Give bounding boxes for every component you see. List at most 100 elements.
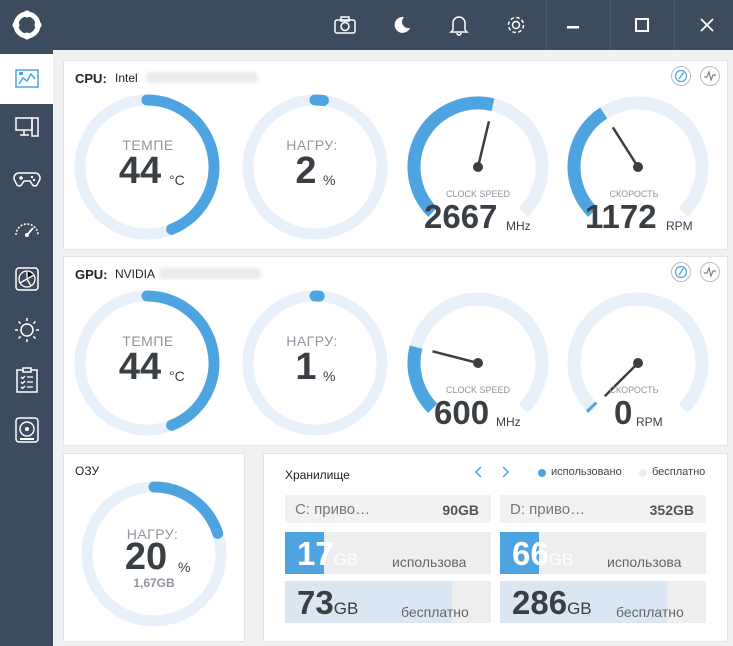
graph-view-button[interactable]: [700, 66, 720, 86]
graph-view-button[interactable]: [700, 262, 720, 282]
camera-icon[interactable]: [325, 0, 365, 50]
drive-d-total: 352GB: [649, 502, 694, 518]
gauge-icon: [674, 69, 688, 83]
gpu-clock-unit: MHz: [496, 415, 521, 429]
bell-icon[interactable]: [439, 0, 479, 50]
ram-load-value: 20: [124, 536, 168, 578]
gpu-temp-label: ТЕМПЕ: [122, 333, 174, 349]
sidebar-item-dashboard[interactable]: [0, 54, 53, 104]
cpu-clock-value: 2667: [424, 198, 498, 235]
drive-c-header: C: приво… 90GB: [285, 495, 491, 523]
cpu-fan-unit: RPM: [666, 219, 693, 233]
cpu-model-redacted: [146, 72, 258, 83]
cpu-load-unit: %: [323, 172, 336, 188]
cpu-temp-unit: °C: [169, 172, 185, 188]
gear-icon[interactable]: [496, 0, 536, 50]
titlebar-separator: [674, 0, 675, 50]
gpu-fan-label: СКОРОСТЬ: [609, 385, 659, 395]
drive-d-used-value: 66GB: [512, 535, 574, 572]
gpu-brand: NVIDIA: [115, 267, 156, 281]
moon-icon[interactable]: [382, 0, 422, 50]
drive-c-name: C: приво…: [295, 501, 371, 518]
drive-d-free-value: 286GB: [512, 584, 592, 621]
drive-d-free-label: бесплатно: [616, 604, 684, 620]
gpu-fan-dial: [567, 292, 709, 413]
sidebar-item-fan[interactable]: [0, 254, 53, 304]
drive-c-used-label: использова: [392, 554, 467, 570]
cpu-card: CPU: Intel: [63, 60, 728, 250]
gpu-load-ring: [242, 290, 388, 436]
drive-d-used-fill: [500, 532, 540, 574]
drive-d-used-bar: 66GB использова: [500, 532, 706, 574]
legend-used-dot: [538, 469, 546, 477]
gpu-load-value: 1: [295, 346, 317, 388]
cpu-fan-dial: [567, 96, 709, 217]
ram-load-unit: %: [178, 559, 191, 575]
gauge-view-button[interactable]: [671, 66, 691, 86]
clipboard-icon: [15, 367, 38, 393]
prev-button[interactable]: [470, 463, 488, 481]
gpu-model-redacted: [159, 268, 261, 279]
maximize-icon[interactable]: [622, 0, 662, 50]
gpu-temp-unit: °C: [169, 368, 185, 384]
gpu-clock-label: CLOCK SPEED: [445, 385, 511, 395]
sidebar-item-disk[interactable]: [0, 405, 53, 455]
close-icon[interactable]: [687, 0, 727, 50]
ram-title: ОЗУ: [75, 464, 100, 478]
drive-c-free-label: бесплатно: [401, 604, 469, 620]
legend-free-label: бесплатно: [652, 466, 706, 478]
drive-c-free-fill: [285, 581, 452, 623]
next-button[interactable]: [496, 463, 514, 481]
sidebar-item-computer[interactable]: [0, 102, 53, 152]
drive-c-used-bar: 17GB использова: [285, 532, 491, 574]
cpu-temp-label: ТЕМПЕ: [122, 137, 174, 153]
gamepad-icon: [12, 172, 41, 187]
title-bar: [0, 0, 733, 50]
drive-d-free-bar: 286GB бесплатно: [500, 581, 706, 623]
drive-c-used-value: 17GB: [297, 535, 359, 572]
cpu-clock-label: CLOCK SPEED: [445, 189, 511, 199]
gpu-temp-value: 44: [118, 346, 162, 388]
dashboard-icon: [14, 69, 39, 88]
ram-used: 1,67GB: [133, 576, 175, 590]
sidebar-item-brightness[interactable]: [0, 305, 53, 355]
gpu-clock-dial: [407, 292, 549, 413]
cpu-clock-dial: [407, 96, 549, 217]
gpu-label: GPU:: [75, 267, 108, 282]
minimize-icon[interactable]: [553, 0, 593, 50]
cpu-clock-unit: MHz: [506, 219, 531, 233]
legend-free-dot: [639, 469, 647, 477]
drive-c-used-fill: [285, 532, 325, 574]
sidebar-item-speed[interactable]: [0, 204, 53, 254]
sidebar: [0, 50, 53, 646]
pulse-icon: [704, 266, 716, 278]
cpu-label: CPU:: [75, 71, 107, 86]
cpu-load-ring: [242, 94, 388, 240]
app-logo-icon: [12, 10, 41, 40]
gauge-view-button[interactable]: [671, 262, 691, 282]
drive-d-free-fill: [500, 581, 667, 623]
app-logo: [0, 0, 53, 50]
disk-icon: [14, 417, 39, 443]
drive-d-name: D: приво…: [510, 501, 586, 518]
gauge-icon: [674, 265, 688, 279]
gpu-load-unit: %: [323, 368, 336, 384]
storage-card: Хранилище использовано бесплатно C: прив…: [263, 453, 728, 642]
pulse-icon: [704, 70, 716, 82]
sidebar-item-report[interactable]: [0, 355, 53, 405]
cpu-load-value: 2: [295, 150, 317, 192]
drive-c-free-bar: 73GB бесплатно: [285, 581, 491, 623]
speedometer-icon: [14, 223, 39, 237]
fan-icon: [14, 267, 39, 291]
legend-used-label: использовано: [551, 466, 622, 478]
cpu-load-label: НАГРУ:: [286, 137, 338, 153]
storage-title: Хранилище: [285, 468, 350, 482]
gpu-clock-value: 600: [434, 394, 490, 431]
cpu-temp-value: 44: [118, 150, 162, 192]
sidebar-item-games[interactable]: [0, 153, 53, 203]
cpu-brand: Intel: [115, 71, 138, 85]
titlebar-separator: [546, 0, 547, 50]
chevron-right-icon: [502, 466, 510, 478]
brightness-icon: [14, 318, 39, 342]
gpu-fan-unit: RPM: [636, 415, 663, 429]
